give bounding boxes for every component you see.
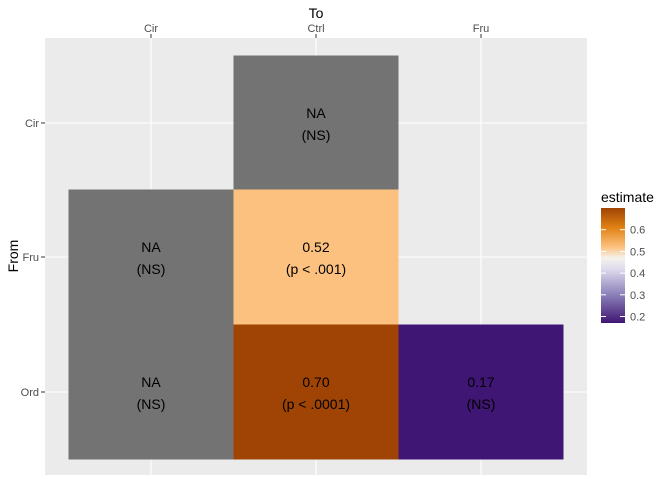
cell-rect xyxy=(233,189,399,325)
heatmap-cell: NA (NS) xyxy=(68,324,234,460)
cell-rect xyxy=(68,324,234,460)
axis-ticks: Cir Ctrl Fru Cir Fru Ord xyxy=(21,23,490,399)
legend-tick-label: 0.2 xyxy=(630,311,645,323)
cell-rect xyxy=(233,55,399,191)
legend-colorbar xyxy=(601,208,625,323)
cell-value-label: NA xyxy=(141,374,161,390)
y-tick-label: Fru xyxy=(23,252,40,264)
cell-rect xyxy=(68,189,234,325)
legend-tick-label: 0.5 xyxy=(630,246,645,258)
heatmap-cell: 0.17 (NS) xyxy=(398,324,564,460)
cell-rect xyxy=(233,324,399,460)
heatmap-cell: NA (NS) xyxy=(233,55,399,191)
heatmap-cell: 0.70 (p < .0001) xyxy=(233,324,399,460)
x-axis-title: To xyxy=(309,5,324,21)
cell-pvalue-label: (NS) xyxy=(302,127,331,143)
heatmap-cell: NA (NS) xyxy=(68,189,234,325)
y-tick-label: Ord xyxy=(21,387,39,399)
x-tick-label: Fru xyxy=(473,23,490,35)
legend-tick-label: 0.6 xyxy=(630,225,645,237)
cell-value-label: NA xyxy=(141,239,161,255)
heatmap-cells: NA (NS) NA (NS) 0.52 (p < .001) NA (NS) 0.70 (p <… xyxy=(68,55,564,460)
cell-pvalue-label: (NS) xyxy=(137,261,166,277)
x-tick-label: Ctrl xyxy=(307,23,324,35)
cell-pvalue-label: (NS) xyxy=(137,396,166,412)
cell-pvalue-label: (p < .0001) xyxy=(282,396,350,412)
legend-title: estimate xyxy=(601,189,654,205)
x-tick-label: Cir xyxy=(144,23,158,35)
legend-tick-label: 0.4 xyxy=(630,268,645,280)
cell-rect xyxy=(398,324,564,460)
cell-pvalue-label: (p < .001) xyxy=(286,261,346,277)
legend: estimate 0.2 0.3 0.4 0.5 0.6 xyxy=(601,189,654,323)
cell-pvalue-label: (NS) xyxy=(467,396,496,412)
cell-value-label: NA xyxy=(306,105,326,121)
cell-value-label: 0.52 xyxy=(302,239,329,255)
y-axis-title: From xyxy=(5,240,21,273)
cell-value-label: 0.17 xyxy=(467,374,494,390)
y-tick-label: Cir xyxy=(25,118,39,130)
heatmap-cell: 0.52 (p < .001) xyxy=(233,189,399,325)
legend-tick-label: 0.3 xyxy=(630,290,645,302)
cell-value-label: 0.70 xyxy=(302,374,329,390)
